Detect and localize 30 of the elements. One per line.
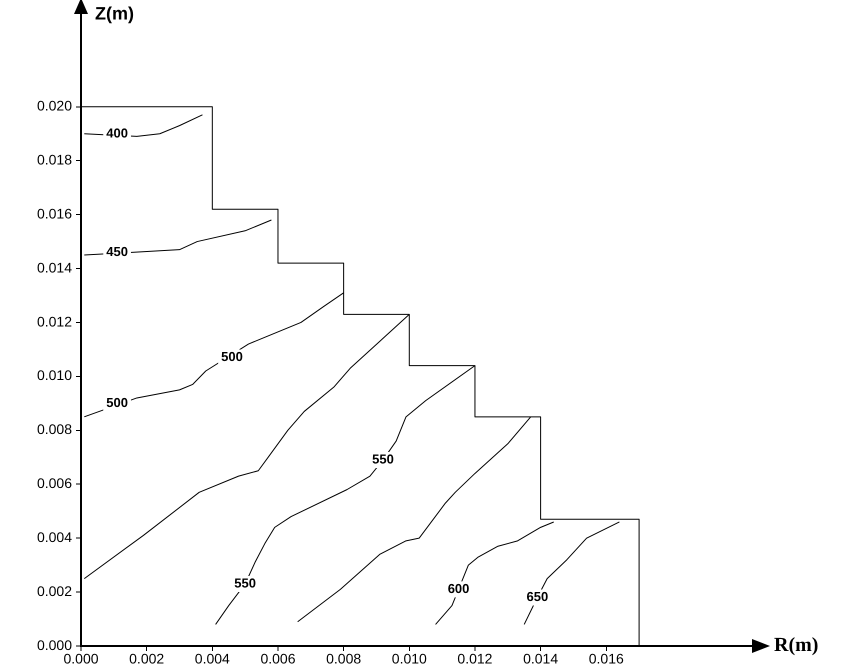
x-tick-label: 0.016 (588, 650, 624, 666)
x-tick-label: 0.008 (326, 650, 362, 666)
annotation: 500 (106, 394, 128, 410)
x-tick-label: 0.012 (457, 650, 493, 666)
annotation: 450 (106, 244, 128, 259)
y-tick-label: 0.002 (36, 582, 72, 599)
x-tick-label: 0.006 (260, 650, 296, 666)
y-tick-label: 0.006 (36, 475, 72, 492)
y-tick-label: 0.010 (36, 367, 72, 384)
y-tick-label: 0.008 (36, 421, 72, 438)
x-tick-label: 0.004 (194, 650, 230, 666)
x-tick-label: 0.010 (392, 650, 428, 666)
y-tick-label: 0.020 (36, 98, 72, 114)
y-tick-label: 0.012 (36, 313, 72, 330)
y-tick-label: 0.004 (36, 529, 72, 546)
x-tick-label: 0.002 (129, 650, 164, 666)
annotation: 400 (106, 125, 128, 140)
y-tick-label: 0.014 (36, 259, 72, 276)
annotation: 500 (221, 349, 243, 364)
y-tick-label: 0.016 (36, 205, 72, 222)
x-axis-title: R(m) (774, 634, 818, 656)
annotation: 550 (234, 576, 256, 591)
y-tick-label: 0.018 (36, 152, 72, 168)
annotation: 550 (372, 452, 394, 467)
x-tick-label: 0.000 (63, 650, 99, 666)
annotation: 650 (526, 589, 548, 604)
x-tick-label: 0.014 (523, 650, 558, 666)
annotation: 600 (448, 580, 470, 596)
y-axis-title: Z(m) (95, 3, 134, 24)
y-tick-label: 0.000 (36, 636, 72, 653)
